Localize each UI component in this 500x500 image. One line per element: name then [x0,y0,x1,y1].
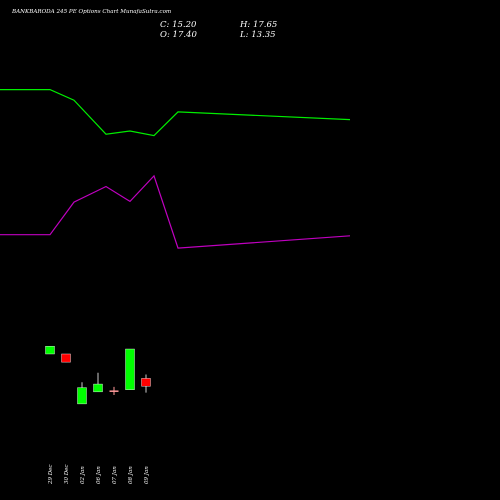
x-tick-label: 29 Dec [48,465,54,486]
candle-body [61,353,71,363]
chart-title: BANKBARODA 245 PE Options Chart MunafaSu… [12,9,172,15]
candle-body [109,390,119,392]
candle-30-dec [61,353,71,363]
candles [45,345,151,405]
candle-body [77,387,87,405]
candle-06-jan [93,372,103,393]
candle-29-dec [45,345,55,355]
x-tick-label: 07 Jan [112,466,118,484]
x-tick-label: 09 Jan [144,466,150,484]
candle-body [93,383,103,393]
candle-body [45,345,55,355]
x-tick-label: 30 Dec [64,465,70,485]
indicator-lines [0,88,351,249]
candle-08-jan [125,348,135,390]
low-value: L: 13.35 [240,30,276,40]
indicator-line-1 [0,88,351,137]
open-value: O: 17.40 [160,30,197,40]
indicator-line-2 [0,174,351,249]
x-tick-label: 06 Jan [96,466,102,484]
candle-07-jan [109,386,119,396]
x-tick-label: 02 Jan [80,466,86,484]
candle-body [141,378,151,387]
candle-09-jan [141,374,151,393]
x-axis-labels: 29 Dec 30 Dec 02 Jan 06 Jan 07 Jan 08 Jan 09 J… [48,465,150,486]
close-value: C: 15.20 [160,20,197,30]
candle-body [125,348,135,390]
candle-02-jan [77,382,87,405]
x-tick-label: 08 Jan [128,466,134,484]
high-value: H: 17.65 [240,20,278,30]
